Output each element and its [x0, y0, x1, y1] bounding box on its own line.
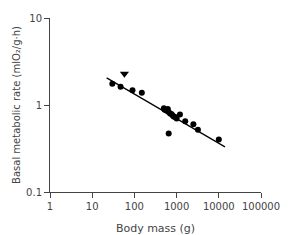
svg-text:1000: 1000: [164, 201, 189, 212]
svg-text:10: 10: [86, 201, 99, 212]
svg-text:Basal metabolic rate (mlO₂/g·h: Basal metabolic rate (mlO₂/g·h): [11, 26, 22, 184]
svg-text:Body mass (g): Body mass (g): [116, 222, 195, 235]
svg-text:1: 1: [36, 100, 42, 111]
svg-text:1: 1: [47, 201, 53, 212]
svg-text:10000: 10000: [203, 201, 235, 212]
svg-text:10: 10: [29, 13, 42, 24]
svg-text:100000: 100000: [242, 201, 280, 212]
svg-text:0.1: 0.1: [26, 187, 42, 198]
svg-text:100: 100: [125, 201, 144, 212]
